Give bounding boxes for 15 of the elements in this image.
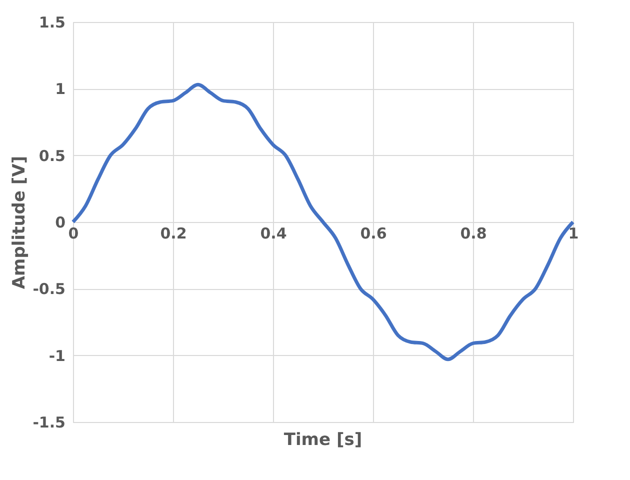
y-tick-label: 1	[55, 80, 66, 98]
y-tick-label: -0.5	[32, 280, 66, 298]
y-tick-label: 1.5	[38, 14, 66, 32]
x-tick-label: 0	[68, 224, 79, 242]
y-tick-label: 0	[55, 214, 66, 232]
x-tick-label: 1	[568, 224, 579, 242]
x-axis-title: Time [s]	[284, 430, 362, 450]
y-tick-label: -1.5	[32, 414, 66, 432]
x-tick-label: 0.6	[360, 224, 387, 242]
x-tick-label: 0.2	[160, 224, 187, 242]
y-axis-title: Amplitude [V]	[10, 156, 30, 290]
y-tick-label: 0.5	[38, 146, 66, 165]
y-tick-label: -1	[48, 346, 66, 365]
x-tick-label: 0.8	[460, 224, 487, 242]
x-tick-label: 0.4	[260, 224, 287, 242]
